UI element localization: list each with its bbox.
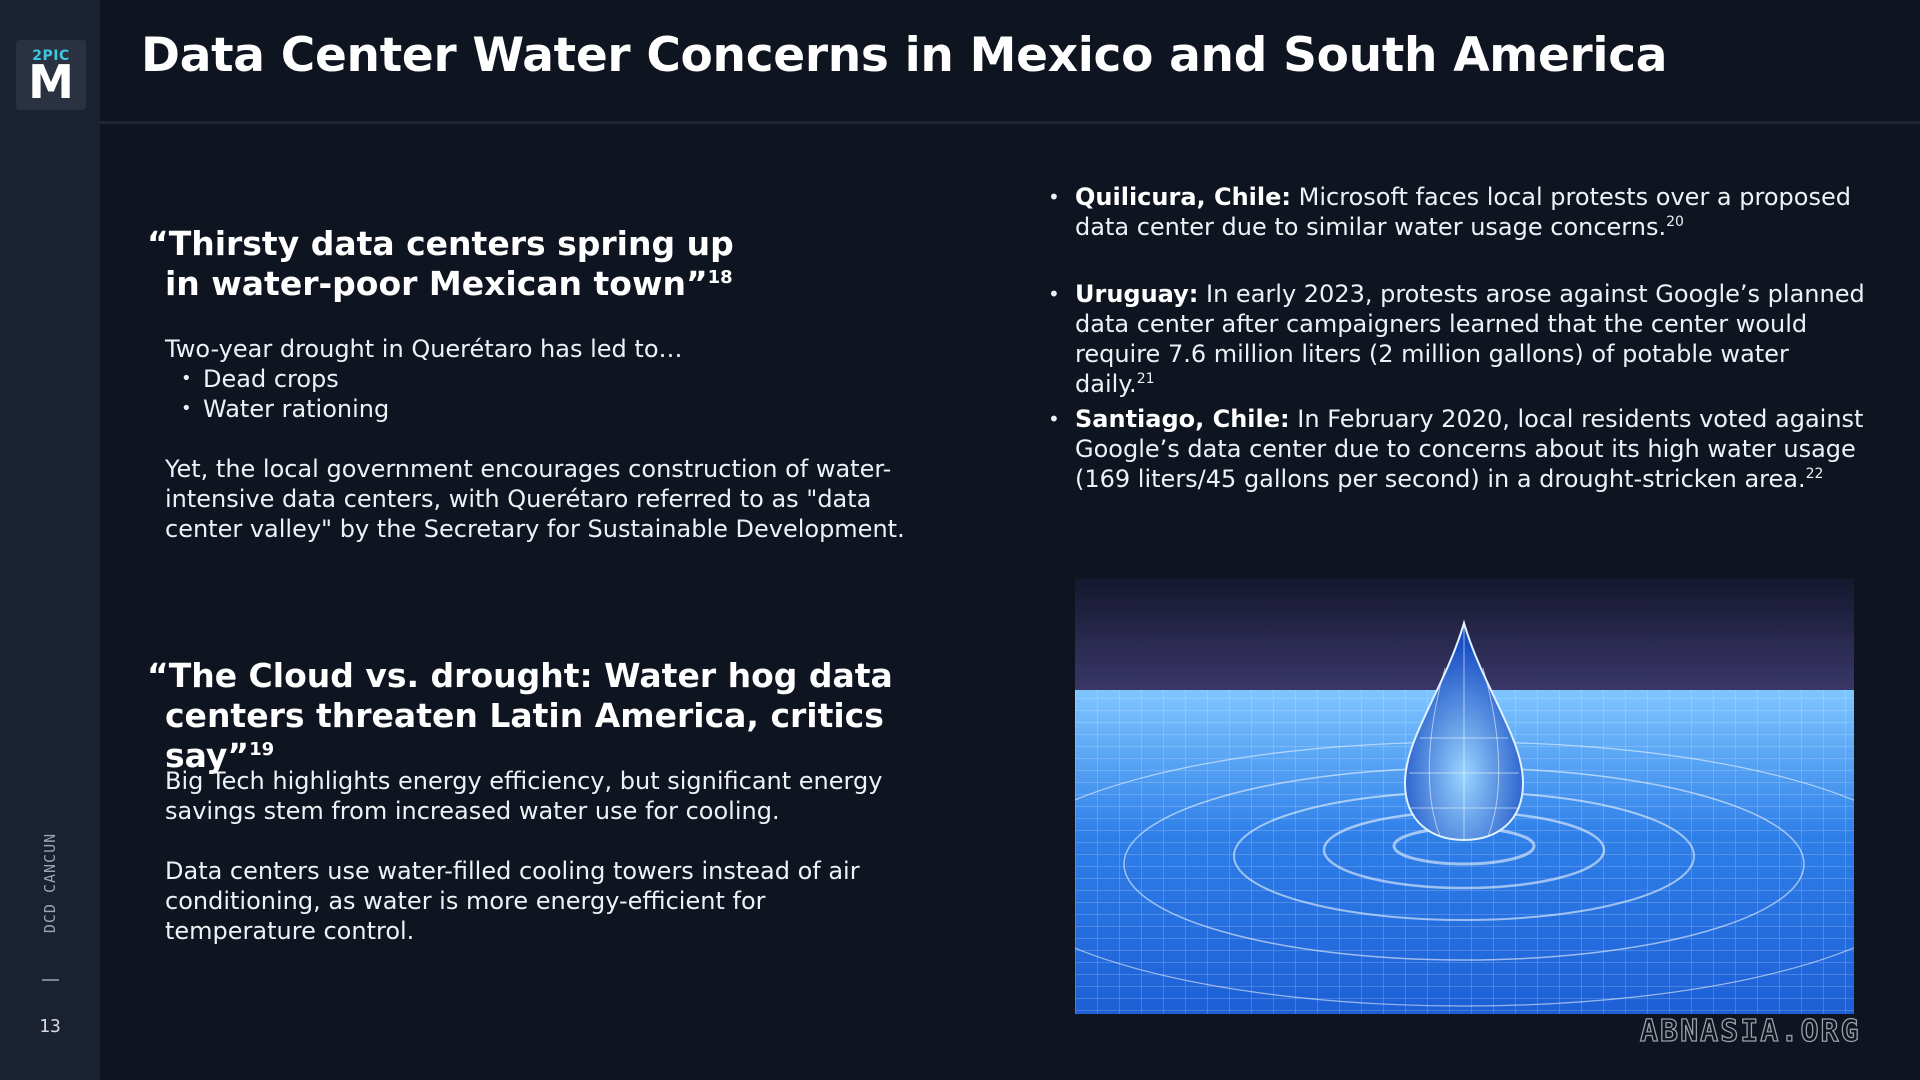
bullet-list: Dead crops Water rationing (165, 364, 945, 424)
text-block: Two-year drought in Querétaro has led to… (165, 334, 945, 544)
text-block: Big Tech highlights energy efficiency, b… (165, 766, 905, 946)
bullet-text: In February 2020, local residents voted … (1075, 405, 1864, 493)
logo-main: M (28, 55, 74, 109)
paragraph: Two-year drought in Querétaro has led to… (165, 335, 683, 363)
right-bullet: • Uruguay: In early 2023, protests arose … (1048, 279, 1875, 399)
water-drop-image (1075, 578, 1854, 1014)
bullet-label: Santiago, Chile: (1075, 405, 1290, 433)
event-label: DCD CANCUN (41, 832, 59, 934)
bullet: Water rationing (203, 394, 945, 424)
bullet-label: Uruguay: (1075, 280, 1199, 308)
divider (42, 979, 59, 981)
header-rule (100, 121, 1920, 124)
quote-heading: “The Cloud vs. drought: Water hog data c… (147, 656, 965, 776)
watermark: ABNASIA.ORG (1639, 1013, 1861, 1049)
footnote-ref: 21 (1136, 371, 1155, 387)
heading-text: “The Cloud vs. drought: Water hog data c… (147, 656, 893, 775)
slide-title: Data Center Water Concerns in Mexico and… (141, 28, 1668, 83)
footnote-ref: 22 (1805, 466, 1824, 482)
footnote-ref: 20 (1666, 214, 1684, 230)
footnote-ref: 18 (707, 267, 733, 288)
logo-top: 2PIC (32, 48, 70, 64)
bullet-text: In early 2023, protests arose against Go… (1075, 280, 1865, 398)
bullet-dot: • (1048, 185, 1060, 209)
bullet-text: Microsoft faces local protests over a pr… (1075, 183, 1851, 241)
footnote-ref: 19 (249, 739, 275, 760)
paragraph: Big Tech highlights energy efficiency, b… (165, 767, 883, 825)
bullet: Dead crops (203, 364, 945, 394)
right-bullet: • Quilicura, Chile: Microsoft faces local… (1048, 182, 1875, 242)
heading-text: “Thirsty data centers spring up in water… (147, 224, 734, 303)
sidebar: 2PIC M DCD CANCUN 13 (0, 0, 100, 1080)
page-number: 13 (39, 1016, 61, 1037)
bullet-dot: • (1048, 282, 1060, 306)
right-bullet: • Santiago, Chile: In February 2020, loca… (1048, 404, 1875, 494)
paragraph: Data centers use water-filled cooling to… (165, 857, 860, 945)
quote-heading: “Thirsty data centers spring up in water… (147, 224, 765, 304)
logo: 2PIC M (16, 40, 86, 110)
paragraph: Yet, the local government encourages con… (165, 455, 905, 543)
bullet-dot: • (1048, 407, 1060, 431)
bullet-label: Quilicura, Chile: (1075, 183, 1292, 211)
